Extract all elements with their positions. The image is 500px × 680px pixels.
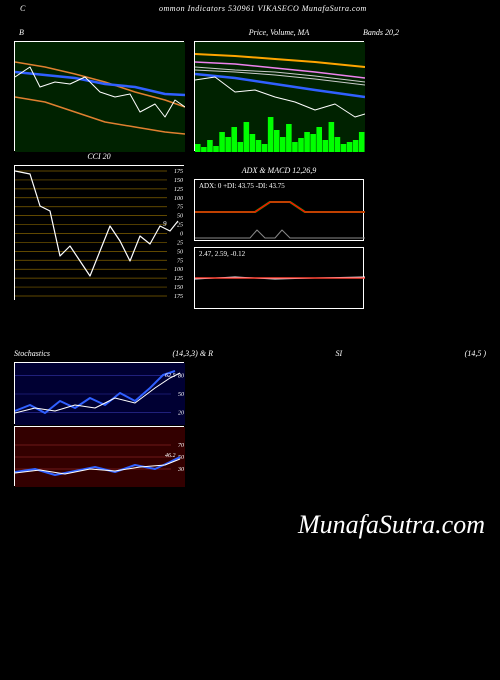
svg-text:62.5: 62.5: [165, 373, 176, 379]
cci-panel: CCI 20 175150125100755025025507510012515…: [14, 165, 184, 300]
svg-text:50: 50: [178, 392, 184, 398]
svg-text:125: 125: [174, 187, 183, 193]
svg-text:50: 50: [177, 214, 183, 220]
stoch-params: (14,3,3) & R: [173, 349, 213, 358]
bollinger-chart: [15, 42, 185, 152]
macd-panel: 2.47, 2.59, -0.12: [194, 247, 364, 309]
cci-chart: 175 150 125 100 75 50 25 0 25 50 75 100 125 150 175 9: [15, 166, 185, 301]
svg-text:70: 70: [178, 443, 184, 449]
stoch-chart: 80 50 20 62.5: [15, 363, 185, 425]
svg-text:9: 9: [163, 220, 167, 228]
rsi-panel: 70503046.2: [14, 426, 184, 486]
svg-text:175: 175: [174, 169, 183, 175]
svg-text:25: 25: [177, 240, 183, 246]
stoch-panel: 80 50 20 62.5: [14, 362, 184, 424]
si-label: SI: [335, 349, 342, 358]
svg-text:75: 75: [177, 258, 183, 264]
svg-text:125: 125: [174, 276, 183, 282]
svg-text:100: 100: [174, 196, 183, 202]
svg-text:0: 0: [180, 232, 183, 238]
svg-text:30: 30: [177, 467, 184, 473]
adx-title: ADX & MACD 12,26,9: [195, 166, 363, 175]
watermark: MunafaSutra.com: [298, 510, 485, 540]
svg-text:46.2: 46.2: [165, 452, 176, 459]
header-letter: C: [20, 4, 26, 13]
svg-text:50: 50: [177, 249, 183, 255]
macd-values: 2.47, 2.59, -0.12: [199, 250, 245, 258]
svg-text:75: 75: [177, 205, 183, 211]
rsi-params: (14,5 ): [465, 349, 486, 358]
adx-panel: ADX & MACD 12,26,9 ADX: 0 +DI: 43.75 -DI…: [194, 179, 364, 241]
bands-label: Bands 20,2: [363, 28, 500, 37]
svg-text:175: 175: [174, 294, 183, 300]
svg-text:100: 100: [174, 267, 183, 273]
price-panel: Price, Volume, MA Bands 20,2: [194, 41, 364, 151]
svg-text:150: 150: [174, 178, 183, 184]
price-title: Price, Volume, MA: [195, 28, 363, 37]
price-chart: [195, 42, 365, 152]
svg-text:20: 20: [178, 411, 184, 417]
bollinger-title-left: B: [19, 28, 187, 37]
svg-text:150: 150: [174, 285, 183, 291]
page-header: C ommon Indicators 530961 VIKASECO Munaf…: [0, 0, 500, 15]
svg-text:80: 80: [178, 373, 184, 379]
rsi-chart: 70503046.2: [15, 427, 185, 487]
header-text: ommon Indicators 530961 VIKASECO MunafaS…: [159, 4, 367, 13]
cci-title: CCI 20: [15, 152, 183, 161]
svg-text:25: 25: [177, 223, 183, 229]
stoch-header-row: Stochastics (14,3,3) & R SI (14,5 ): [0, 347, 500, 360]
adx-values: ADX: 0 +DI: 43.75 -DI: 43.75: [199, 182, 285, 190]
stoch-label: Stochastics: [14, 349, 50, 358]
bollinger-panel: B: [14, 41, 184, 151]
